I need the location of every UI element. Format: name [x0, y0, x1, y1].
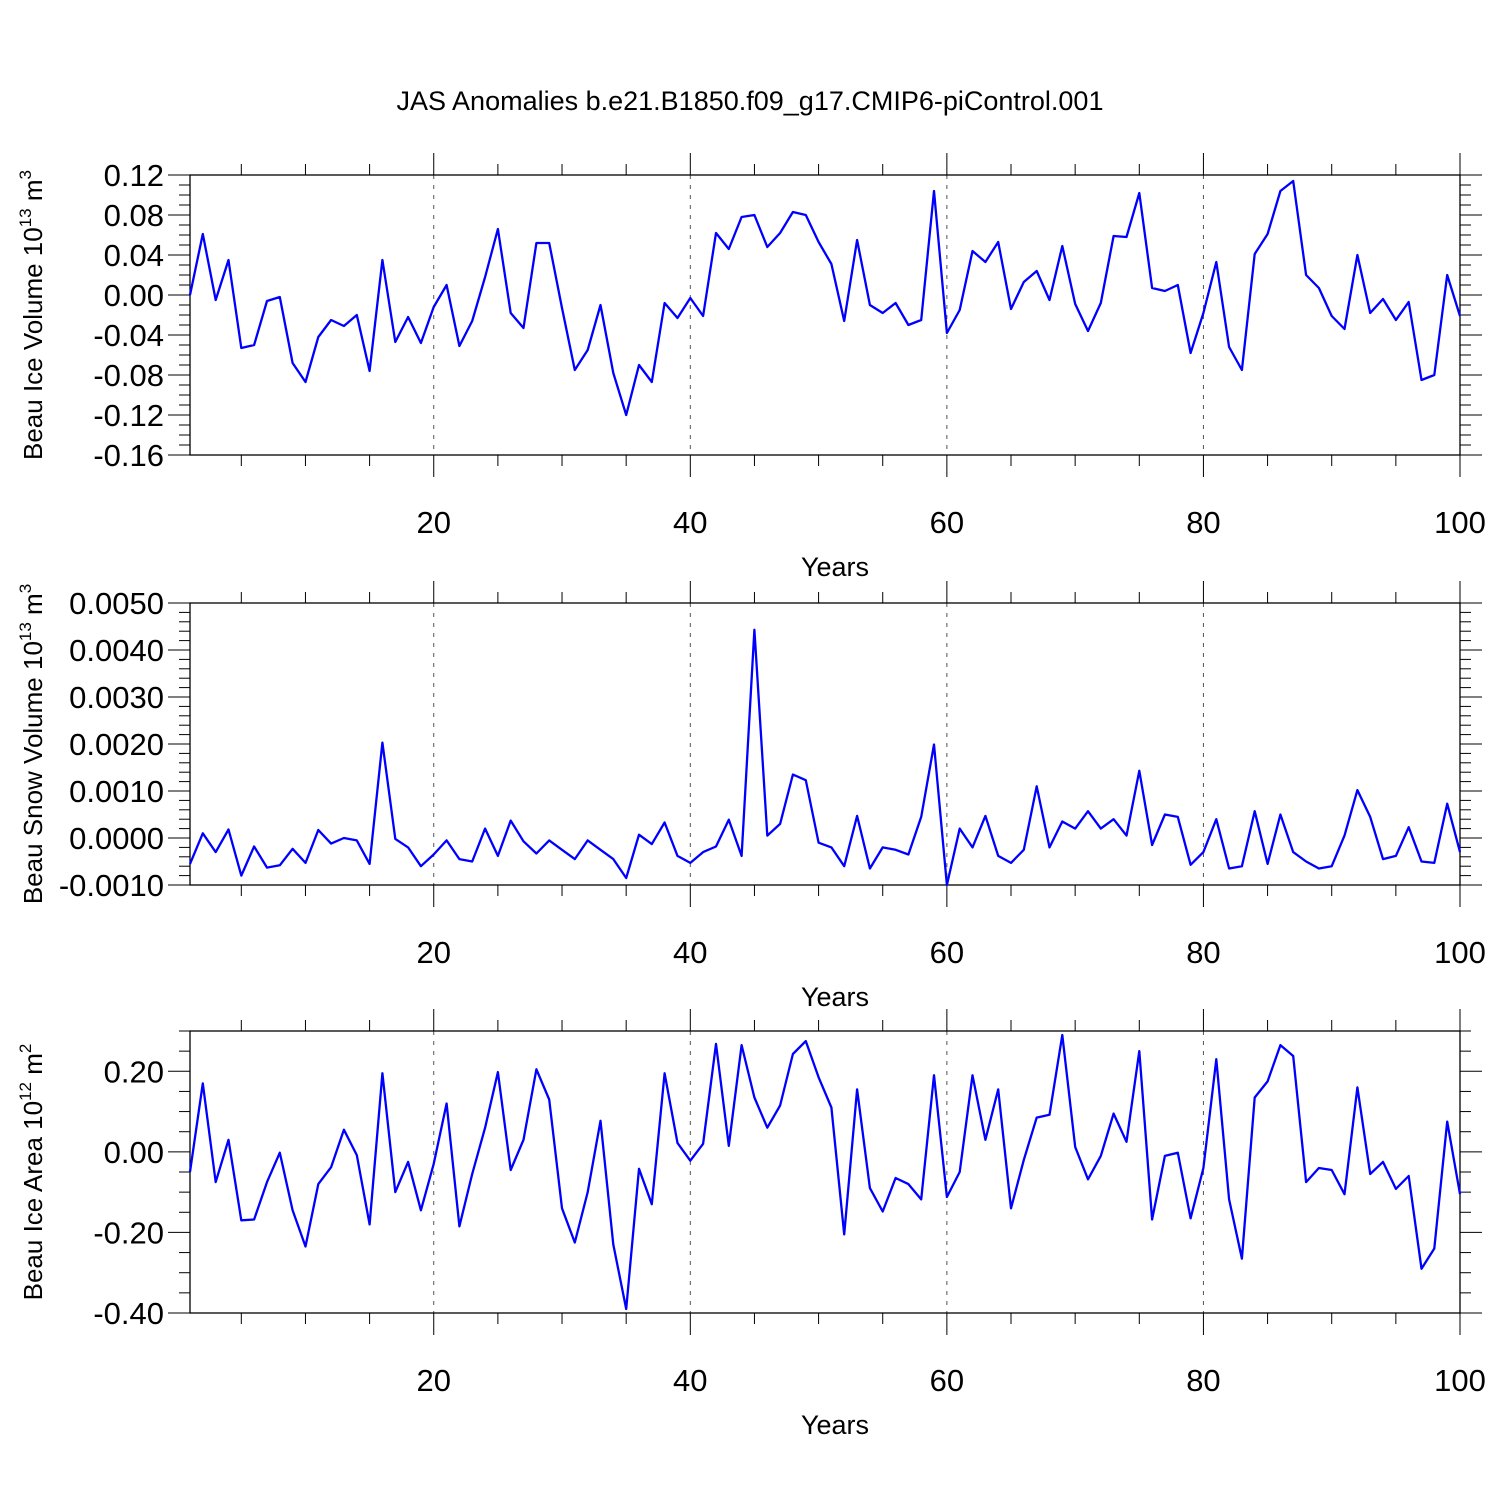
series-line	[188, 628, 1462, 887]
chart-panel-2: 0.0050 0.0040 0.0030 0.0020 0.0010 0.0000 -0.0…	[16, 581, 1486, 1012]
x-tick-label: 80	[1186, 1363, 1220, 1398]
y-tick-label: 0.0050	[69, 586, 164, 621]
x-tick-label: 100	[1434, 1363, 1486, 1398]
y-tick-label: 0.0030	[69, 680, 164, 715]
x-tick-label: 80	[1186, 935, 1220, 970]
x-axis-title: Years	[801, 982, 869, 1012]
y-tick-label: 0.12	[104, 158, 164, 193]
x-tick-label: 100	[1434, 505, 1486, 540]
x-tick-label: 20	[416, 1363, 450, 1398]
y-tick-label: 0.0020	[69, 727, 164, 762]
y-tick-label: 0.04	[104, 238, 164, 273]
chart-panel-3: 0.20 0.00 -0.20 -0.40 20 40 60 80 100 Years Beau I…	[16, 1009, 1486, 1440]
x-tick-label: 80	[1186, 505, 1220, 540]
plot-frame	[189, 174, 1461, 456]
y-tick-label: -0.04	[93, 318, 164, 353]
x-tick-label: 40	[673, 505, 707, 540]
y-axis-title: Beau Ice Volume 1013 m3	[16, 170, 48, 460]
chart-panel-1: 0.12 0.08 0.04 0.00 -0.04 -0.08 -0.12 -0.16 20 40…	[16, 153, 1486, 582]
y-tick-label: -0.40	[93, 1296, 164, 1331]
x-tick-label: 20	[416, 505, 450, 540]
series-line	[188, 1033, 1462, 1311]
y-tick-label: 0.00	[104, 1135, 164, 1170]
x-tick-label: 60	[930, 1363, 964, 1398]
x-tick-label: 40	[673, 1363, 707, 1398]
y-tick-label: 0.0000	[69, 821, 164, 856]
x-tick-label: 60	[930, 935, 964, 970]
x-tick-label: 60	[930, 505, 964, 540]
y-tick-label: 0.0040	[69, 633, 164, 668]
y-axis-title: Beau Snow Volume 1013 m3	[16, 584, 48, 904]
y-tick-label: 0.20	[104, 1054, 164, 1089]
y-tick-label: -0.12	[93, 398, 164, 433]
x-tick-label: 100	[1434, 935, 1486, 970]
y-tick-label: -0.0010	[59, 868, 164, 903]
y-tick-label: 0.0010	[69, 774, 164, 809]
y-tick-label: 0.00	[104, 278, 164, 313]
series-line	[188, 179, 1462, 417]
y-tick-label: -0.20	[93, 1215, 164, 1250]
plot-frame	[189, 602, 1461, 886]
y-axis-title: Beau Ice Area 1012 m2	[16, 1044, 48, 1301]
figure-title: JAS Anomalies b.e21.B1850.f09_g17.CMIP6-…	[397, 86, 1104, 116]
x-axis-title: Years	[801, 1410, 869, 1440]
y-tick-label: -0.16	[93, 438, 164, 473]
x-tick-label: 20	[416, 935, 450, 970]
x-axis-title: Years	[801, 552, 869, 582]
y-tick-label: -0.08	[93, 358, 164, 393]
y-tick-label: 0.08	[104, 198, 164, 233]
x-tick-label: 40	[673, 935, 707, 970]
